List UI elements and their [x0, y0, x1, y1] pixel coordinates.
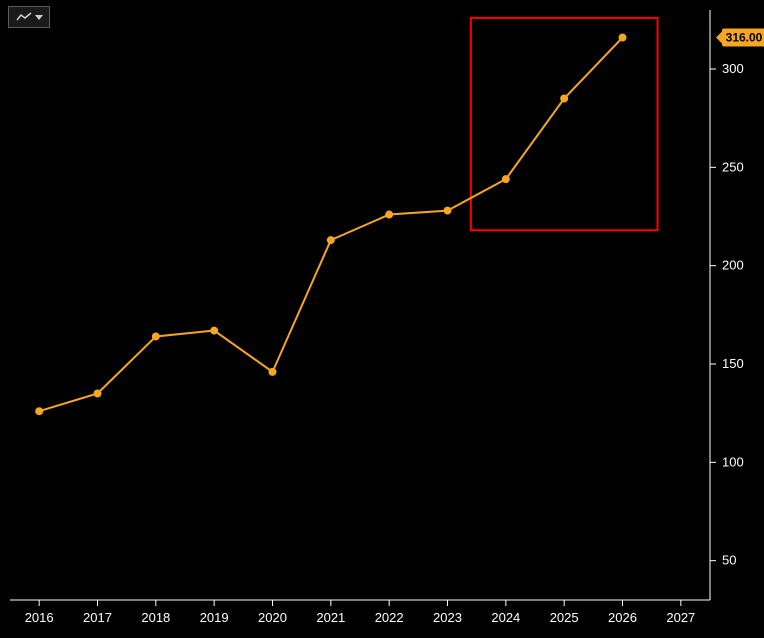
chart-type-selector[interactable]: [8, 6, 50, 28]
y-tick-label: 200: [722, 258, 744, 273]
data-point: [327, 236, 335, 244]
data-point: [269, 368, 277, 376]
x-tick-label: 2016: [25, 610, 54, 625]
value-callout-label: 316.00: [726, 31, 763, 45]
highlight-box: [471, 18, 658, 230]
x-tick-label: 2023: [433, 610, 462, 625]
x-tick-label: 2024: [491, 610, 520, 625]
data-point: [210, 327, 218, 335]
data-point: [385, 211, 393, 219]
data-point: [152, 332, 160, 340]
line-chart: 2016 2017 2018 2019 2020 2021 2022 2023 2024 2025…: [0, 0, 764, 638]
y-tick-label: 250: [722, 159, 744, 174]
y-tick-label: 150: [722, 356, 744, 371]
data-point: [502, 175, 510, 183]
x-tick-label: 2027: [666, 610, 695, 625]
callout-pointer: [716, 32, 722, 44]
x-tick-label: 2021: [316, 610, 345, 625]
x-tick-label: 2017: [83, 610, 112, 625]
chevron-down-icon: [35, 15, 43, 20]
line-chart-icon: [16, 12, 32, 22]
x-tick-label: 2026: [608, 610, 637, 625]
data-point: [560, 95, 568, 103]
data-point: [619, 34, 627, 42]
y-tick-label: 100: [722, 454, 744, 469]
x-tick-label: 2025: [550, 610, 579, 625]
series-line: [39, 38, 622, 412]
chart-container: 2016 2017 2018 2019 2020 2021 2022 2023 2024 2025…: [0, 0, 764, 638]
data-point: [35, 407, 43, 415]
data-point: [444, 207, 452, 215]
data-point: [94, 390, 102, 398]
y-tick-label: 50: [722, 553, 736, 568]
x-tick-label: 2019: [200, 610, 229, 625]
x-tick-label: 2022: [375, 610, 404, 625]
x-tick-label: 2018: [141, 610, 170, 625]
x-tick-label: 2020: [258, 610, 287, 625]
y-tick-label: 300: [722, 61, 744, 76]
